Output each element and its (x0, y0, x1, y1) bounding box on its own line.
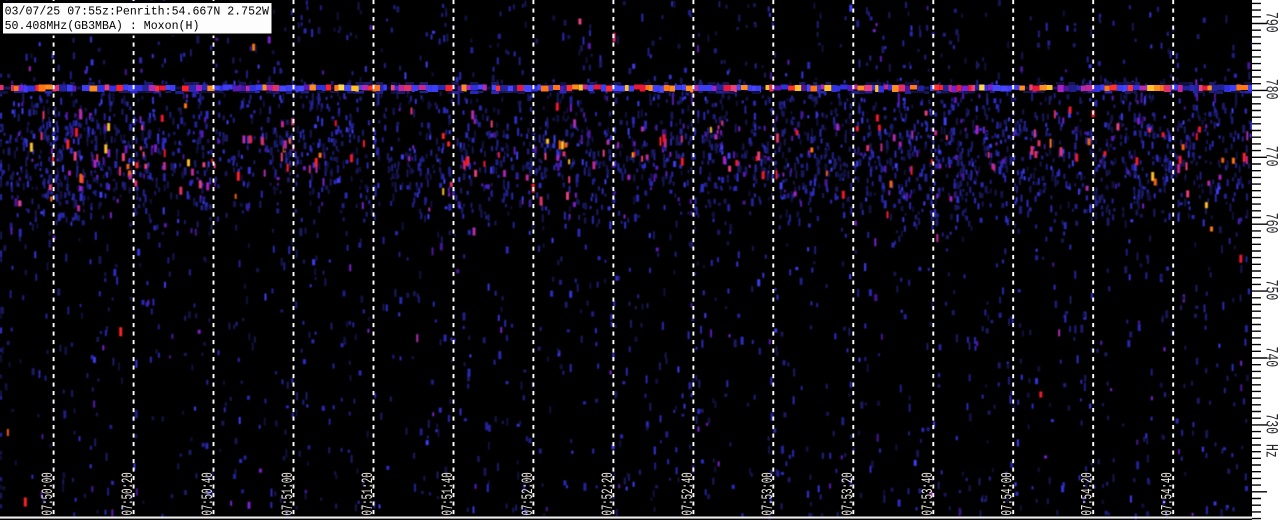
svg-text:07:51:40: 07:51:40 (438, 472, 456, 515)
svg-text:07:51:00: 07:51:00 (278, 472, 296, 515)
svg-text:07:53:00: 07:53:00 (758, 472, 776, 515)
svg-text:07:52:20: 07:52:20 (598, 472, 616, 515)
svg-text:07:52:40: 07:52:40 (678, 472, 696, 515)
svg-text:07:50:40: 07:50:40 (198, 472, 216, 515)
svg-text:03/07/25 07:55z:Penrith:54.667: 03/07/25 07:55z:Penrith:54.667N 2.752W (5, 5, 269, 18)
svg-text:07:54:00: 07:54:00 (998, 472, 1016, 515)
svg-text:07:50:20: 07:50:20 (119, 472, 137, 515)
svg-text:07:52:00: 07:52:00 (518, 472, 536, 515)
svg-text:07:53:40: 07:53:40 (918, 472, 936, 515)
svg-text:07:50:00: 07:50:00 (39, 472, 57, 515)
svg-text:780: 780 (1261, 79, 1280, 100)
svg-text:760: 760 (1261, 213, 1280, 234)
svg-text:790: 790 (1261, 12, 1280, 33)
svg-text:750: 750 (1261, 280, 1280, 301)
svg-text:07:54:40: 07:54:40 (1158, 472, 1176, 515)
svg-text:50.408MHz(GB3MBA) : Moxon(H): 50.408MHz(GB3MBA) : Moxon(H) (5, 20, 200, 33)
svg-text:Hz: Hz (1261, 444, 1280, 458)
svg-text:07:51:20: 07:51:20 (358, 472, 376, 515)
svg-text:07:54:20: 07:54:20 (1078, 472, 1096, 515)
svg-text:730: 730 (1261, 413, 1280, 434)
svg-text:07:53:20: 07:53:20 (838, 472, 856, 515)
svg-text:740: 740 (1261, 347, 1280, 368)
svg-text:770: 770 (1261, 146, 1280, 167)
